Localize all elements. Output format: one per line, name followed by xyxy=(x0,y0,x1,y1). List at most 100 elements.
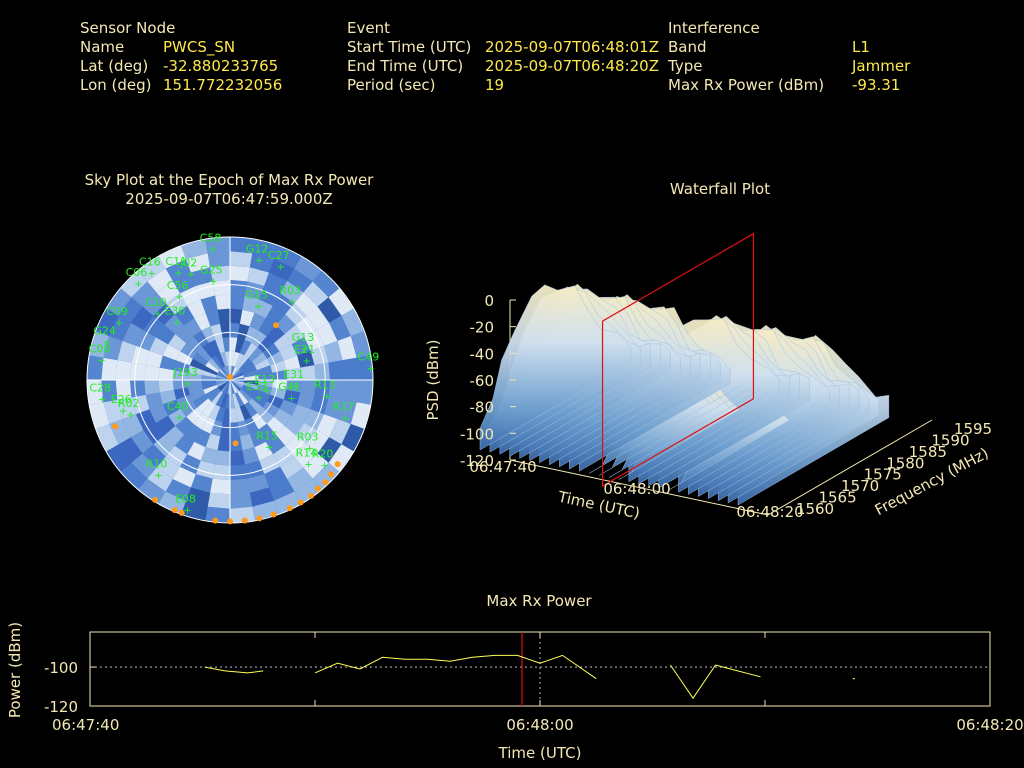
satellite-label: G13 xyxy=(292,331,315,344)
sky-heatmap-cell xyxy=(276,426,296,446)
sky-heatmap-cell xyxy=(197,347,212,362)
sky-heatmap-cell xyxy=(95,424,119,452)
sky-heatmap-cell xyxy=(172,272,196,294)
sky-heatmap-cell xyxy=(172,370,188,380)
sky-heatmap-cell xyxy=(316,322,338,346)
sky-heatmap-cell xyxy=(207,492,230,509)
sky-heatmap-cell xyxy=(192,352,209,366)
sky-heatmap-cell xyxy=(306,430,330,454)
sky-heatmap-cell xyxy=(254,441,273,461)
sky-heatmap-cell xyxy=(286,380,302,393)
satellite-marker: + xyxy=(183,505,191,516)
sky-heatmap-cell xyxy=(294,478,322,504)
waterfall-time-axis xyxy=(509,459,769,516)
sky-heatmap-cell xyxy=(241,361,255,373)
sky-heatmap-cell xyxy=(187,372,202,380)
sky-heatmap-cell xyxy=(230,375,245,380)
sky-heatmap-cell xyxy=(312,270,340,298)
sky-heatmap-cell xyxy=(342,357,359,380)
sky-heatmap-cell xyxy=(215,337,225,354)
sky-heatmap-cell xyxy=(212,464,230,481)
sky-heatmap-cell xyxy=(101,380,118,403)
sky-heatmap-cell xyxy=(129,362,146,380)
satellite-label: J02 xyxy=(179,257,197,270)
sky-heatmap-cell xyxy=(180,401,198,417)
sky-heatmap-cell xyxy=(184,318,202,337)
satellite-marker: + xyxy=(320,461,328,472)
satellite-marker: + xyxy=(287,393,295,404)
sky-heatmap-cell xyxy=(272,445,295,467)
sky-heatmap-cell xyxy=(266,416,285,435)
sky-heatmap-cell xyxy=(142,292,166,316)
sky-heatmap-cell xyxy=(295,422,317,445)
satellite-marker: + xyxy=(302,356,310,367)
sky-heatmap-cell xyxy=(230,450,245,466)
satellite-label: E31 xyxy=(283,368,304,381)
sky-heatmap-cell xyxy=(294,256,322,282)
sky-heatmap-cell xyxy=(215,380,230,385)
sky-heatmap-cell xyxy=(130,306,154,330)
satellite-label: R03 xyxy=(297,431,319,444)
sky-heatmap-cell xyxy=(201,417,216,434)
satellite-label: C11 xyxy=(165,255,187,268)
sky-heatmap-cell xyxy=(232,351,240,367)
sky-heatmap-cell xyxy=(270,387,287,400)
satellite-marker: + xyxy=(254,301,262,312)
sky-heatmap-cell xyxy=(225,380,230,395)
sky-heatmap-cell xyxy=(225,351,230,366)
sky-heatmap-cell xyxy=(230,422,240,438)
sky-heatmap-cell xyxy=(280,280,304,304)
sky-heatmap-cell xyxy=(201,375,216,380)
sky-heatmap-cell xyxy=(300,380,316,395)
sky-heatmap-cell xyxy=(147,268,173,293)
sky-heatmap-cell xyxy=(232,393,240,409)
sky-heatmap-cell xyxy=(243,370,259,378)
sky-heatmap-cell xyxy=(201,380,216,385)
sky-heatmap-cell xyxy=(306,306,330,330)
sky-heatmap-cell xyxy=(131,453,157,479)
sky-heatmap-cell xyxy=(200,295,218,313)
interference-type-label: Type xyxy=(668,57,703,75)
sky-heatmap-cell xyxy=(176,394,193,409)
satellite-label: E21 xyxy=(294,343,315,356)
frequency-tick-label: 1570 xyxy=(841,477,879,495)
sky-marker-dot xyxy=(178,509,185,516)
sky-heatmap-cell xyxy=(249,429,266,448)
frequency-tick-label: 1565 xyxy=(818,489,856,507)
satellite-label: C58 xyxy=(200,232,222,245)
sky-heatmap-cell xyxy=(247,474,270,493)
sky-heatmap-cell xyxy=(283,355,301,371)
sky-heatmap-cell xyxy=(242,295,260,313)
sky-heatmap-cell xyxy=(252,239,279,260)
sky-heatmap-cell xyxy=(208,339,221,356)
sky-heatmap-cell xyxy=(230,408,238,423)
sky-heatmap-cell xyxy=(87,355,104,380)
sky-heatmap-cell xyxy=(174,434,195,455)
sky-heatmap-cell xyxy=(103,399,123,424)
satellite-marker: + xyxy=(119,406,127,417)
sky-marker-dot xyxy=(334,461,341,468)
sky-heatmap-cell xyxy=(205,387,219,399)
sky-plot: +C58+G12+C27+C16+C11+C06 +J02+G25+R03+C56… xyxy=(86,232,380,525)
sky-satellites: +C58+G12+C27+C16+C11+C06 +J02+G25+R03+C56… xyxy=(89,232,380,517)
satellite-label: C06 xyxy=(126,266,148,279)
sky-heatmap-cell xyxy=(341,308,365,336)
sky-heatmap-cell xyxy=(284,324,305,345)
sky-marker-dot xyxy=(270,511,277,518)
sky-heatmap-cell xyxy=(356,380,373,405)
frequency-tick-label: 1580 xyxy=(886,454,924,472)
sky-heatmap-cell xyxy=(193,330,209,348)
interference-power-label: Max Rx Power (dBm) xyxy=(668,76,825,94)
sky-heatmap-cell xyxy=(89,402,110,429)
sky-heatmap-cell xyxy=(164,426,184,446)
sky-heatmap-cell xyxy=(300,365,316,380)
satellite-marker: + xyxy=(304,459,312,470)
satellite-marker: + xyxy=(127,410,135,421)
sky-heatmap-cell xyxy=(197,398,212,413)
sky-heatmap-cell xyxy=(95,308,119,336)
sky-heatmap-cell xyxy=(211,391,223,405)
sky-heatmap-cell xyxy=(230,279,248,296)
sky-heatmap-cell xyxy=(192,394,209,408)
